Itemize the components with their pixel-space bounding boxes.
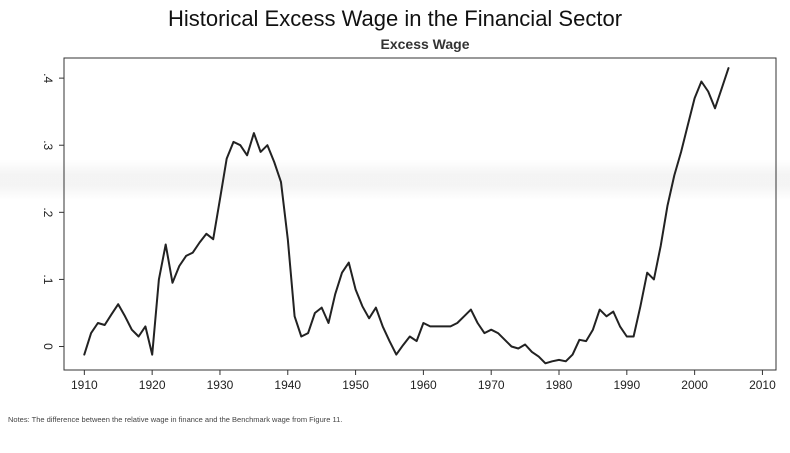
x-tick-label: 1940	[274, 378, 301, 392]
x-tick-label: 1910	[71, 378, 98, 392]
y-tick-label: .1	[41, 274, 55, 284]
x-tick-label: 1990	[613, 378, 640, 392]
x-tick-label: 2000	[681, 378, 708, 392]
x-tick-label: 1920	[139, 378, 166, 392]
y-tick-label: .2	[41, 207, 55, 217]
y-tick-label: .3	[41, 140, 55, 150]
x-tick-label: 2010	[749, 378, 776, 392]
x-tick-label: 1950	[342, 378, 369, 392]
x-tick-label: 1930	[207, 378, 234, 392]
y-tick-label: 0	[41, 343, 55, 350]
plot-frame	[63, 57, 777, 371]
x-tick-label: 1970	[478, 378, 505, 392]
x-tick-label: 1980	[546, 378, 573, 392]
excess-wage-line	[83, 67, 730, 365]
chart-title: Historical Excess Wage in the Financial …	[167, 6, 623, 31]
chart-notes: Notes: The difference between the relati…	[8, 415, 343, 424]
scan-artifact-band	[0, 160, 790, 200]
chart-subtitle: Excess Wage	[380, 36, 470, 52]
y-tick-label: .4	[41, 73, 55, 83]
x-tick-label: 1960	[410, 378, 437, 392]
